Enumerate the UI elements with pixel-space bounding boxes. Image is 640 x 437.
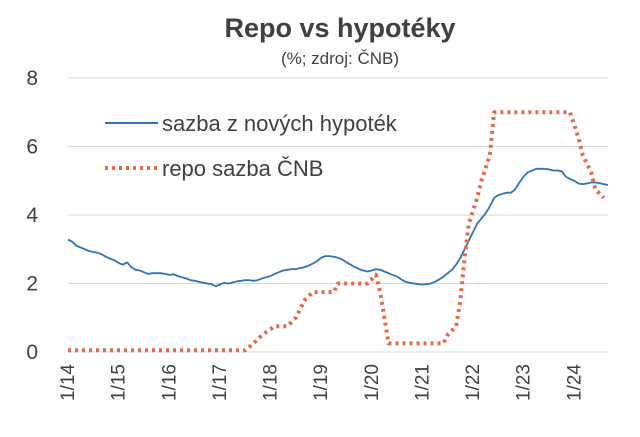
legend: sazba z nových hypoték repo sazba ČNB [105, 111, 398, 181]
x-tick-label: 1/16 [159, 364, 180, 401]
y-tick-label: 2 [26, 273, 38, 296]
y-tick-label: 8 [26, 67, 38, 90]
legend-label-repo: repo sazba ČNB [162, 156, 323, 181]
gridlines [68, 77, 608, 353]
series-line-mortgage-rate [67, 167, 609, 288]
x-tick-label: 1/15 [109, 364, 130, 401]
x-tick-label: 1/17 [210, 364, 231, 401]
x-tick-label: 1/14 [58, 364, 79, 401]
x-tick-label: 1/24 [564, 364, 585, 401]
y-tick-label: 0 [26, 341, 38, 364]
x-tick-label: 1/18 [261, 364, 282, 401]
x-tick-label: 1/20 [362, 364, 383, 401]
y-axis-ticks: 0 2 4 6 8 [26, 67, 38, 364]
x-tick-label: 1/23 [514, 364, 535, 401]
chart-title: Repo vs hypotéky [224, 13, 455, 43]
series-line-repo-rate [68, 110, 606, 353]
chart-subtitle: (%; zdroj: ČNB) [281, 49, 399, 68]
x-tick-label: 1/21 [412, 364, 433, 401]
y-tick-label: 6 [26, 136, 38, 159]
x-tick-label: 1/19 [311, 364, 332, 401]
y-tick-label: 4 [26, 204, 38, 227]
series-lines [67, 110, 609, 353]
x-axis-ticks: 1/14 1/15 1/16 1/17 1/18 1/19 1/20 1/21 1/22 1/23… [58, 364, 585, 401]
x-tick-label: 1/22 [463, 364, 484, 401]
legend-label-mortgage: sazba z nových hypoték [162, 111, 398, 136]
